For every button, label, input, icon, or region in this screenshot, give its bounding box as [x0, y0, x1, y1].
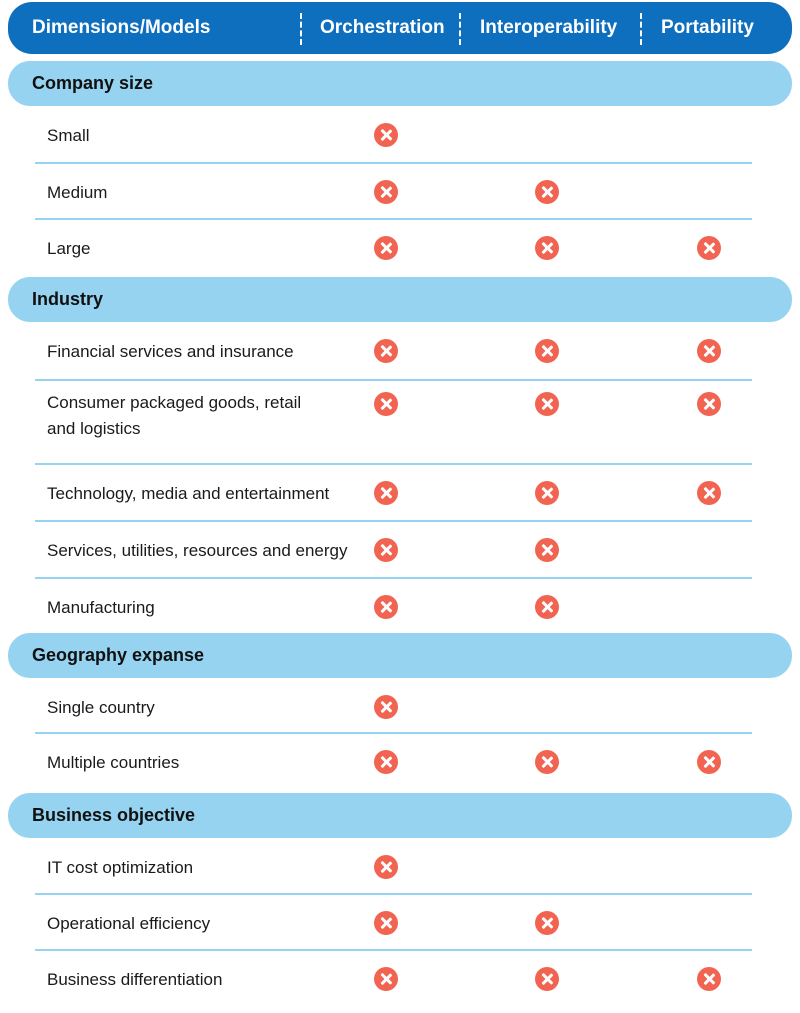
- row-divider: [35, 893, 752, 895]
- row-label: Large: [47, 236, 90, 262]
- row-label-line: Single country: [47, 698, 155, 717]
- close-circle-icon: [374, 538, 398, 562]
- section-title: Industry: [32, 289, 104, 309]
- table-row: Business differentiation: [0, 950, 800, 1010]
- row-divider: [35, 732, 752, 734]
- row-label-line: Technology, media and entertainment: [47, 484, 330, 503]
- section-title: Business objective: [32, 805, 196, 825]
- close-circle-icon: [374, 481, 398, 505]
- close-circle-icon: [697, 339, 721, 363]
- close-circle-icon: [535, 481, 559, 505]
- row-label: Multiple countries: [47, 750, 179, 776]
- table-header: Dimensions/Models Orchestration Interope…: [8, 2, 792, 54]
- close-circle-icon: [535, 339, 559, 363]
- table-row: Manufacturing: [0, 578, 800, 634]
- row-label-line: Multiple countries: [47, 753, 180, 772]
- header-separator: [640, 13, 642, 45]
- row-divider: [35, 577, 752, 579]
- close-circle-icon: [535, 967, 559, 991]
- close-circle-icon: [535, 236, 559, 260]
- header-model-portability: Portability: [661, 17, 754, 38]
- header-dimensions-label: Dimensions/Models: [32, 17, 211, 38]
- close-circle-icon: [697, 481, 721, 505]
- table-row: Multiple countries: [0, 733, 800, 790]
- close-circle-icon: [535, 911, 559, 935]
- row-divider: [35, 379, 752, 381]
- row-label: Operational efficiency: [47, 911, 210, 937]
- row-label: Small: [47, 123, 90, 149]
- row-label-line: IT cost optimization: [47, 858, 194, 877]
- close-circle-icon: [374, 180, 398, 204]
- table-row: Large: [0, 219, 800, 276]
- header-model-interoperability: Interoperability: [480, 17, 618, 38]
- row-label: IT cost optimization: [47, 855, 193, 881]
- close-circle-icon: [374, 750, 398, 774]
- close-circle-icon: [374, 967, 398, 991]
- close-circle-icon: [697, 392, 721, 416]
- row-label: Medium: [47, 180, 107, 206]
- header-model-orchestration: Orchestration: [320, 17, 445, 38]
- row-label-line: Operational efficiency: [47, 914, 211, 933]
- table-row: IT cost optimization: [0, 838, 800, 895]
- row-label-line: Manufacturing: [47, 598, 155, 617]
- table-row: Single country: [0, 678, 800, 734]
- row-divider: [35, 520, 752, 522]
- close-circle-icon: [535, 595, 559, 619]
- close-circle-icon: [535, 750, 559, 774]
- table-row: Financial services and insurance: [0, 322, 800, 381]
- header-separator: [459, 13, 461, 45]
- row-label: Single country: [47, 695, 155, 721]
- close-circle-icon: [374, 123, 398, 147]
- close-circle-icon: [374, 855, 398, 879]
- section-header-industry: Industry: [8, 277, 792, 322]
- row-divider: [35, 463, 752, 465]
- table-row: Technology, media and entertainment: [0, 464, 800, 522]
- close-circle-icon: [374, 392, 398, 416]
- row-label: Consumer packaged goods, retail and logis…: [47, 390, 301, 442]
- table-row: Services, utilities, resources and energ…: [0, 521, 800, 579]
- close-circle-icon: [535, 180, 559, 204]
- row-label-line: Financial services and insurance: [47, 342, 294, 361]
- row-label: Financial services and insurance: [47, 339, 294, 365]
- close-circle-icon: [374, 339, 398, 363]
- row-label: Services, utilities, resources and energ…: [47, 538, 347, 564]
- table-row: Operational efficiency: [0, 894, 800, 951]
- row-label-line: Medium: [47, 183, 108, 202]
- row-label-line: Consumer packaged goods, retail: [47, 393, 302, 412]
- table-row: Medium: [0, 163, 800, 220]
- row-label-line: Business differentiation: [47, 970, 223, 989]
- row-divider: [35, 162, 752, 164]
- row-label: Manufacturing: [47, 595, 155, 621]
- close-circle-icon: [535, 538, 559, 562]
- header-separator: [300, 13, 302, 45]
- table-row: Small: [0, 106, 800, 164]
- table-row: Consumer packaged goods, retail and logis…: [0, 380, 800, 465]
- close-circle-icon: [374, 236, 398, 260]
- row-label-line: Services, utilities, resources and energ…: [47, 541, 348, 560]
- close-circle-icon: [697, 967, 721, 991]
- close-circle-icon: [374, 911, 398, 935]
- section-header-geography-expanse: Geography expanse: [8, 633, 792, 678]
- section-title: Geography expanse: [32, 645, 205, 665]
- row-label-line: Small: [47, 126, 90, 145]
- row-label: Technology, media and entertainment: [47, 481, 329, 507]
- row-divider: [35, 218, 752, 220]
- section-header-business-objective: Business objective: [8, 793, 792, 838]
- close-circle-icon: [374, 695, 398, 719]
- row-label-line: Large: [47, 239, 91, 258]
- row-label-line: and logistics: [47, 419, 141, 438]
- close-circle-icon: [535, 392, 559, 416]
- close-circle-icon: [374, 595, 398, 619]
- close-circle-icon: [697, 236, 721, 260]
- row-divider: [35, 949, 752, 951]
- section-header-company-size: Company size: [8, 61, 792, 106]
- section-title: Company size: [32, 73, 154, 93]
- row-label: Business differentiation: [47, 967, 222, 993]
- close-circle-icon: [697, 750, 721, 774]
